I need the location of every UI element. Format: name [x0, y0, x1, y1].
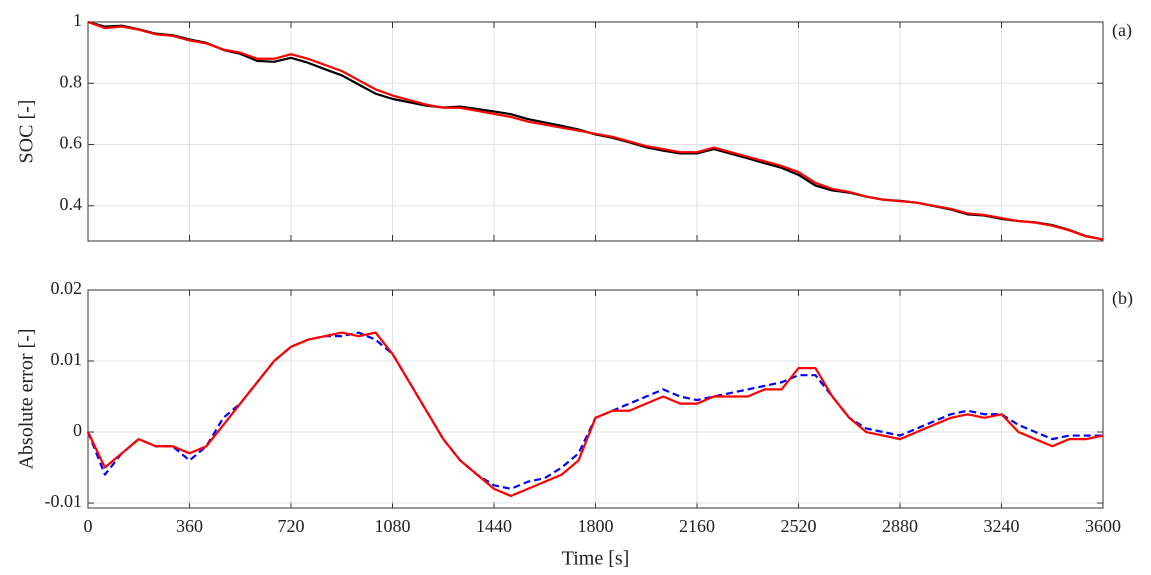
y-tick-label: 1	[73, 10, 82, 30]
x-tick-label: 360	[176, 516, 203, 536]
x-axis-label: Time [s]	[562, 548, 630, 570]
x-tick-label: 2160	[679, 516, 715, 536]
y-tick-label: 0.8	[60, 71, 83, 91]
x-tick-label: 3600	[1085, 516, 1121, 536]
x-tick-label: 1800	[578, 516, 614, 536]
axes-box	[87, 21, 1104, 242]
axes-box	[87, 289, 1104, 509]
panel-label: (b)	[1112, 288, 1133, 309]
x-tick-label: 720	[278, 516, 305, 536]
x-tick-label: 0	[84, 516, 93, 536]
series-line	[87, 20, 1104, 241]
y-axis-label: Absolute error [-]	[16, 328, 38, 469]
x-tick-label: 2880	[882, 516, 918, 536]
y-axis-label: SOC [-]	[16, 100, 38, 164]
y-tick-label: 0.6	[60, 133, 83, 153]
y-tick-label: 0.01	[51, 349, 83, 369]
x-tick-label: 2520	[781, 516, 817, 536]
x-tick-label: 3240	[984, 516, 1020, 536]
y-tick-label: -0.01	[45, 491, 83, 511]
series-line	[87, 331, 1104, 498]
x-tick-label: 1440	[476, 516, 512, 536]
y-tick-label: 0.02	[51, 278, 83, 298]
y-tick-label: 0.4	[60, 194, 83, 214]
panel-label: (a)	[1112, 20, 1132, 41]
x-tick-label: 1080	[375, 516, 411, 536]
y-tick-label: 0	[73, 420, 82, 440]
